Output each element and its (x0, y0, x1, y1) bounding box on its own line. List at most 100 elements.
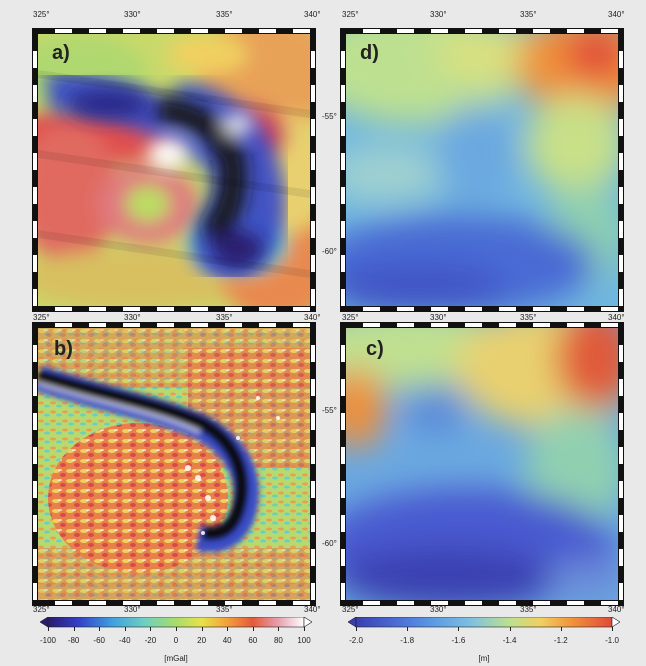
colorbar-geoid (348, 617, 620, 628)
frame-check-segment (341, 289, 345, 306)
frame-check-segment (123, 29, 140, 33)
colorbar-tick-mark (48, 627, 49, 631)
frame-check-segment (567, 29, 584, 33)
colorbar-tick-label: 0 (173, 636, 179, 645)
frame-check-segment (123, 307, 140, 311)
frame-check-segment (619, 515, 623, 532)
frame-check-segment (567, 307, 584, 311)
frame-check-segment (499, 307, 516, 311)
colorbar-tick-label: 100 (297, 636, 311, 645)
colorbar-tick-mark (124, 627, 126, 631)
colorbar-tick-mark (252, 627, 254, 631)
frame-check-segment (499, 29, 516, 33)
frame-check-segment (55, 29, 72, 33)
colorbar-tick-mark (560, 627, 562, 631)
label-c: c) (366, 338, 384, 360)
tick-d-325: 325° (342, 10, 359, 19)
frame-check-segment (33, 549, 37, 566)
frame-check-segment (33, 345, 37, 362)
frame-check-segment (619, 345, 623, 362)
colorbar-tick-label: -1.8 (400, 636, 415, 645)
plot-c (346, 328, 618, 600)
frame-check-segment (89, 29, 106, 33)
colorbar-tick-label: -80 (67, 636, 80, 645)
frame-check-segment (619, 255, 623, 272)
frame-check-segment (259, 601, 276, 605)
frame-check-segment (157, 307, 174, 311)
frame-check-segment (619, 221, 623, 238)
frame-check-segment (601, 307, 618, 311)
frame-check-segment (33, 119, 37, 136)
frame-check-segment (311, 549, 315, 566)
colorbar-tick-label: 20 (197, 636, 207, 645)
frame-check-segment (341, 187, 345, 204)
frame-check-segment (191, 29, 208, 33)
frame-check-segment (311, 289, 315, 306)
frame-check-segment (619, 187, 623, 204)
colorbar-tick-label: 80 (273, 636, 283, 645)
frame-check-segment (431, 307, 448, 311)
frame-check-segment (601, 601, 618, 605)
frame-check-segment (397, 307, 414, 311)
frame-check-segment (33, 153, 37, 170)
colorbar-gravity-unit: [mGal] (164, 654, 188, 663)
frame-check-segment (311, 51, 315, 68)
frame-check-segment (397, 601, 414, 605)
frame-check-segment (363, 307, 380, 311)
frame-check-segment (33, 289, 37, 306)
frame-check-segment (341, 345, 345, 362)
tick-c-bot-325: 325° (342, 605, 359, 614)
frame-check-segment (123, 323, 140, 327)
frame-check-segment (293, 323, 310, 327)
tick-a-325: 325° (33, 10, 50, 19)
frame-check-segment (341, 583, 345, 600)
frame-check-segment (191, 323, 208, 327)
frame-check-segment (619, 481, 623, 498)
tick-a-330: 330° (124, 10, 141, 19)
colorbar-tick-mark (176, 627, 177, 631)
frame-check-segment (363, 601, 380, 605)
frame-check-segment (89, 601, 106, 605)
frame-check-segment (465, 323, 482, 327)
frame-check-segment (33, 481, 37, 498)
frame-check-segment (191, 601, 208, 605)
frame-check-segment (33, 85, 37, 102)
frame-check-segment (311, 187, 315, 204)
frame-check-segment (341, 85, 345, 102)
colorbar-tick-label: 40 (222, 636, 232, 645)
frame-check-segment (619, 153, 623, 170)
tick-b-bot-330: 330° (124, 605, 141, 614)
frame-check-segment (533, 601, 550, 605)
frame-check-segment (33, 515, 37, 532)
frame-check-segment (533, 29, 550, 33)
frame-check-segment (431, 601, 448, 605)
frame-check-segment (465, 601, 482, 605)
frame-check-segment (619, 119, 623, 136)
colorbar-tick-label: -2.0 (349, 636, 363, 645)
tick-b-bot-335: 335° (216, 605, 233, 614)
frame-check-segment (397, 29, 414, 33)
frame-check-segment (567, 601, 584, 605)
frame-check-segment (341, 515, 345, 532)
colorbar-tick-mark (407, 627, 409, 631)
frame-check-segment (533, 307, 550, 311)
frame-check-segment (619, 583, 623, 600)
frame-check-segment (55, 323, 72, 327)
colorbar-tick-mark (356, 627, 357, 631)
frame-check-segment (619, 85, 623, 102)
frame-check-segment (341, 119, 345, 136)
frame-check-segment (157, 323, 174, 327)
colorbar-tick-mark (227, 627, 229, 631)
frame-check-segment (619, 289, 623, 306)
colorbar-geoid-unit: [m] (478, 654, 490, 663)
frame-check-segment (191, 307, 208, 311)
colorbar-tick-mark (99, 627, 101, 631)
frame-check-segment (33, 187, 37, 204)
tick-a-335: 335° (216, 10, 233, 19)
frame-check-segment (293, 601, 310, 605)
colorbar-tick-label: -1.4 (502, 636, 517, 645)
frame-check-segment (311, 85, 315, 102)
tick-d-left-55: -55° (322, 112, 337, 121)
frame-check-segment (341, 221, 345, 238)
tick-c-top-325: 325° (342, 313, 359, 322)
